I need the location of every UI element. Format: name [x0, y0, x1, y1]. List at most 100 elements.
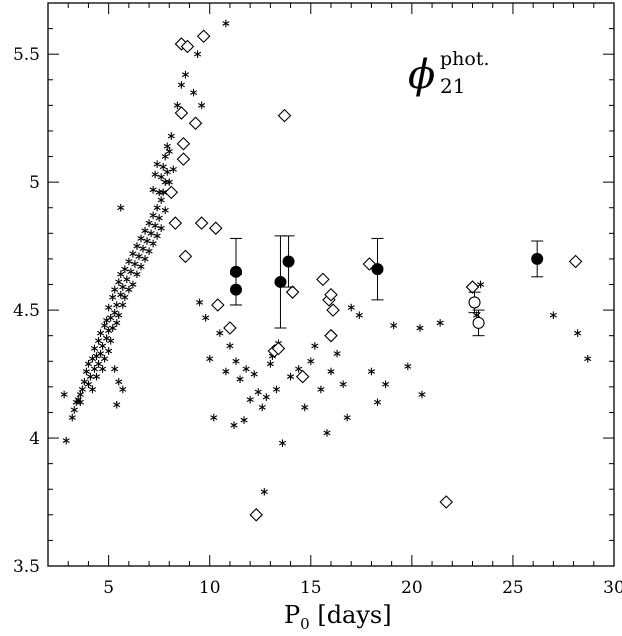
asterisk-point [198, 101, 206, 110]
filled-circle-point [274, 275, 287, 288]
asterisk-point [436, 319, 444, 327]
asterisk-point [287, 372, 295, 381]
asterisk-point [549, 311, 557, 320]
asterisk-point [90, 365, 99, 373]
asterisk-point [60, 390, 68, 399]
asterisk-point [272, 385, 280, 394]
phi-annotation-symbol: ϕ [408, 52, 435, 98]
asterisk-point [133, 242, 141, 250]
asterisk-point [70, 406, 78, 414]
filled-circle-point [282, 255, 295, 268]
asterisk-point [327, 367, 335, 376]
asterisk-point [343, 413, 351, 422]
asterisk-point [131, 260, 139, 268]
axes-layer [47, 2, 615, 567]
asterisk-point [103, 334, 111, 343]
diamond-point [164, 185, 179, 200]
asterisk-point [153, 160, 161, 169]
diamond-point [211, 298, 225, 312]
asterisk-point [117, 270, 125, 279]
diamond-point [188, 116, 203, 131]
asterisk-point [167, 132, 175, 140]
asterisk-point [347, 303, 355, 312]
marks-layer [60, 19, 592, 522]
asterisk-point [333, 349, 341, 358]
asterisk-point [196, 298, 204, 307]
asterisk-point [194, 50, 202, 58]
asterisk-point [165, 178, 173, 186]
asterisk-point [115, 278, 123, 286]
asterisk-point [222, 367, 230, 376]
asterisk-point [155, 214, 163, 222]
diamond-point [568, 254, 583, 269]
asterisk-point [246, 395, 254, 404]
x-axis-label-subscript: 0 [300, 615, 310, 633]
asterisk-point [161, 206, 169, 215]
asterisk-point [260, 487, 268, 496]
diamond-point [465, 280, 480, 294]
diamond-point [209, 221, 223, 235]
asterisk-point [418, 390, 426, 399]
diamond-point [439, 495, 453, 509]
x-tick-label: 10 [199, 578, 221, 598]
asterisk-point [373, 398, 382, 407]
asterisk-point [115, 311, 123, 320]
asterisk-point [111, 308, 119, 317]
asterisk-point [88, 385, 97, 394]
asterisk-point [404, 362, 412, 371]
asterisk-point [141, 255, 149, 263]
diamond-point [271, 341, 286, 356]
asterisk-point [113, 400, 121, 409]
asterisk-point [129, 280, 137, 289]
asterisk-point [250, 370, 258, 378]
asterisk-point [84, 380, 92, 389]
diamond-point [178, 249, 193, 264]
asterisk-point [382, 380, 390, 389]
asterisk-point [137, 262, 145, 271]
asterisk-point [278, 439, 287, 447]
asterisk-point [99, 342, 107, 350]
asterisk-point [181, 70, 190, 79]
asterisk-point [232, 357, 240, 366]
x-tick-label: 15 [300, 578, 322, 598]
asterisk-point [78, 385, 86, 394]
asterisk-point [119, 301, 127, 309]
asterisk-point [367, 367, 375, 376]
diamond-point [277, 108, 292, 123]
asterisk-point [157, 196, 165, 204]
x-tick-label: 25 [502, 578, 524, 598]
asterisk-point [323, 429, 331, 437]
asterisk-point [210, 413, 218, 422]
diamond-point [324, 328, 338, 343]
asterisk-point [141, 226, 149, 235]
asterisk-point [68, 413, 76, 422]
y-tick-label: 3.5 [13, 557, 40, 577]
asterisk-point [62, 436, 70, 445]
x-tick-label: 5 [103, 578, 114, 598]
asterisk-point [216, 329, 224, 337]
asterisk-point [119, 385, 127, 394]
asterisk-point [574, 329, 582, 337]
y-tick-label: 5.5 [13, 45, 40, 65]
asterisk-point [105, 326, 113, 335]
x-tick-label: 20 [401, 578, 423, 598]
asterisk-point [113, 319, 121, 327]
asterisk-point [262, 393, 270, 401]
asterisk-point [236, 375, 244, 383]
asterisk-point [129, 249, 137, 258]
diamond-point [180, 39, 195, 54]
asterisk-point [99, 365, 107, 373]
asterisk-point [115, 377, 123, 386]
y-tick-label: 5 [29, 173, 40, 193]
asterisk-point [84, 360, 92, 368]
asterisk-point [101, 321, 109, 330]
asterisk-point [143, 237, 151, 245]
asterisk-point [157, 173, 165, 181]
asterisk-point [159, 162, 167, 171]
asterisk-point [96, 349, 105, 358]
asterisk-point [111, 365, 119, 373]
asterisk-point [135, 252, 143, 261]
asterisk-point [206, 354, 214, 363]
asterisk-point [125, 257, 133, 266]
asterisk-point [416, 324, 424, 332]
